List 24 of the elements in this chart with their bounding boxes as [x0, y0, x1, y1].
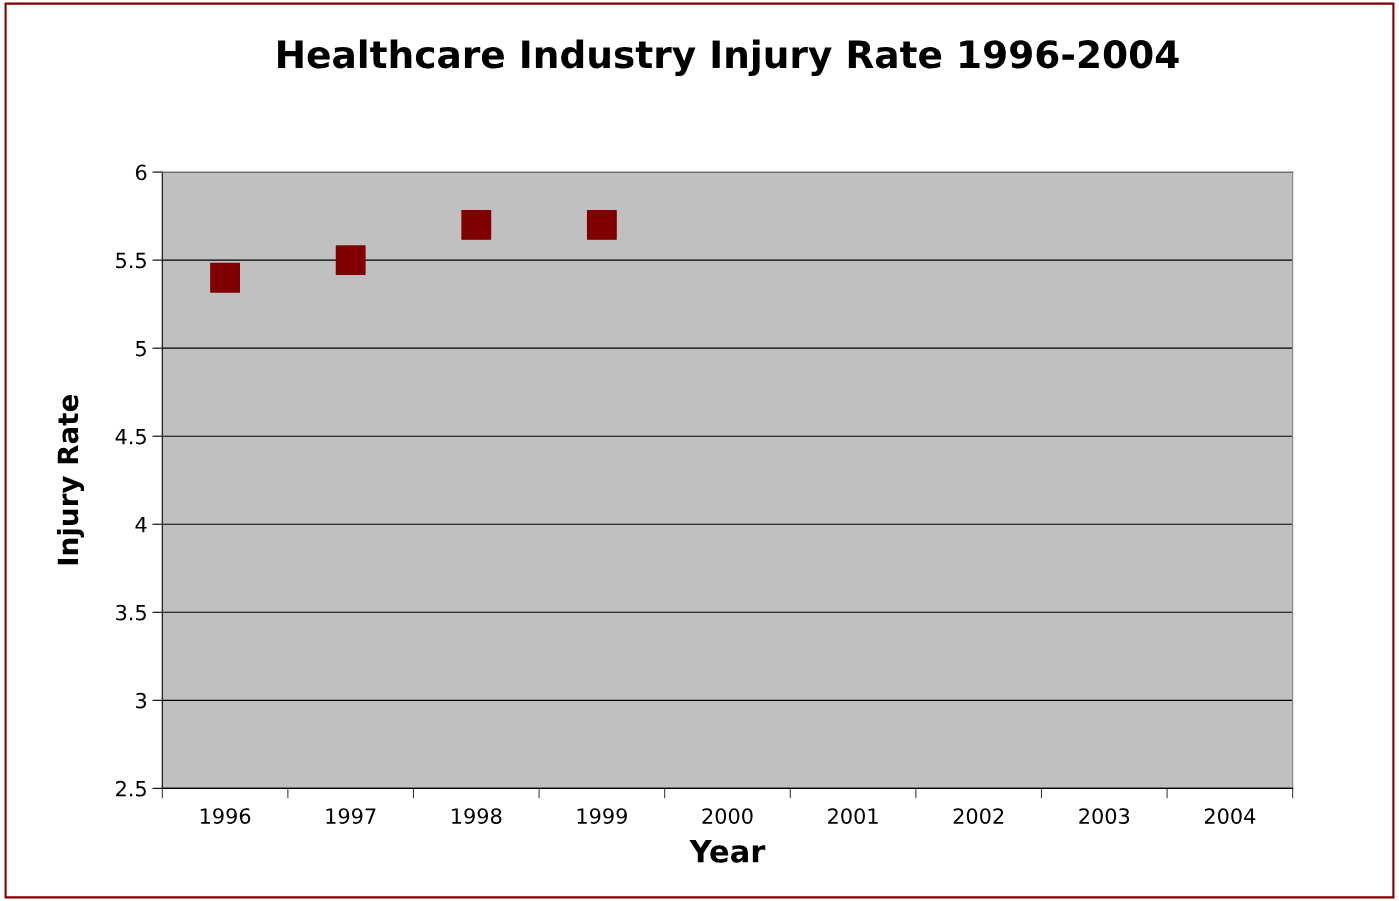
point [461, 209, 492, 240]
x-tick-label: 1996 [200, 808, 251, 824]
chart-title: Healthcare Industry Injury Rate 1996-2004 [278, 39, 1179, 77]
y-axis-title: Injury Rate [56, 395, 85, 565]
x-axis-title: Year [689, 840, 766, 863]
x-tick-label: 1999 [577, 808, 627, 824]
y-tick-label: 5 [136, 340, 146, 357]
y-tick-label: 2.5 [116, 780, 146, 797]
y-tick-label: 5.5 [116, 252, 146, 269]
x-tick-label: 2003 [1079, 808, 1130, 824]
y-tick-label: 6 [135, 164, 147, 181]
point [335, 245, 366, 276]
x-tick-label: 1998 [452, 808, 502, 824]
x-tick-label: 2004 [1204, 808, 1256, 824]
x-tick-label: 1997 [326, 808, 376, 824]
point [210, 262, 241, 293]
x-tick-label: 2002 [953, 808, 1004, 824]
y-tick-label: 4.5 [115, 428, 146, 445]
point [586, 209, 617, 240]
x-tick-label: 2001 [828, 808, 878, 824]
y-tick-label: 4 [135, 516, 147, 533]
y-tick-label: 3 [136, 692, 147, 709]
x-tick-label: 2000 [702, 808, 753, 824]
y-tick-label: 3.5 [116, 604, 146, 621]
